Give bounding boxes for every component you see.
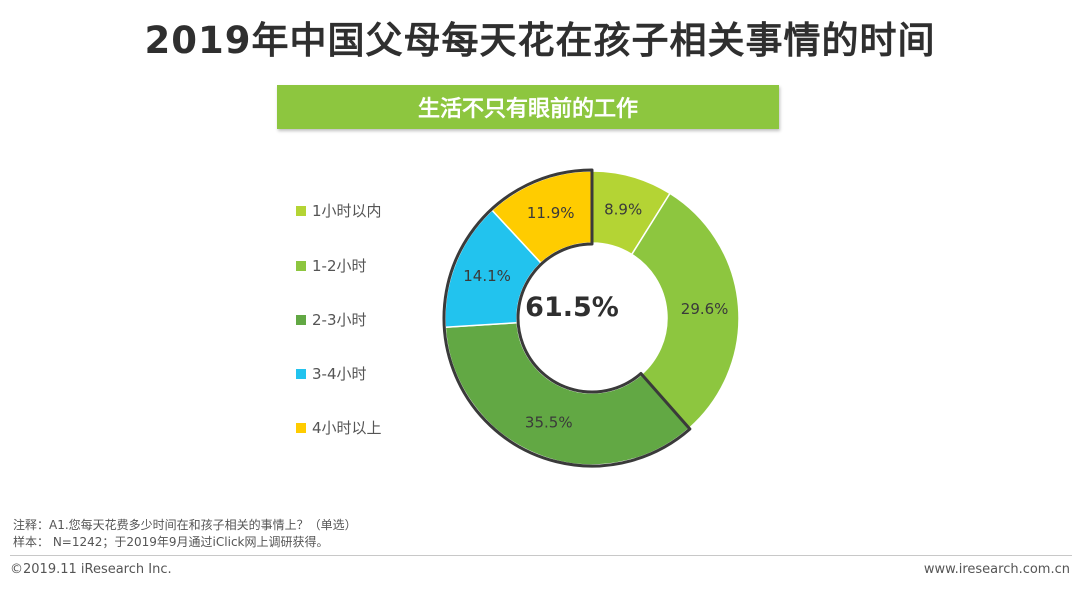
donut-slice	[444, 321, 691, 466]
legend-swatch	[296, 368, 306, 379]
footnote-sample: 样本： N=1242；于2019年9月通过iClick网上调研获得。	[13, 535, 329, 549]
data-label: 35.5%	[525, 413, 573, 431]
footnote-question: 注释：A1.您每天花费多少时间在和孩子相关的事情上？（单选）	[13, 518, 357, 532]
footer-website: www.iresearch.com.cn	[923, 562, 1070, 577]
center-label: 61.5%	[525, 292, 619, 323]
legend-swatch	[296, 314, 306, 325]
footer-divider	[10, 555, 1072, 556]
subtitle-text: 生活不只有眼前的工作	[417, 97, 638, 122]
legend-label: 2-3小时	[312, 311, 367, 329]
legend-swatch	[296, 422, 306, 433]
legend-label: 1小时以内	[312, 202, 382, 220]
legend-swatch	[296, 205, 306, 216]
data-label: 8.9%	[604, 200, 642, 218]
data-label: 11.9%	[527, 204, 575, 222]
donut-slice	[630, 192, 740, 430]
subtitle-banner: 生活不只有眼前的工作	[277, 85, 779, 129]
legend-item: 2-3小时	[296, 309, 367, 330]
legend-item: 1-2小时	[296, 255, 367, 276]
legend-item: 3-4小时	[296, 363, 367, 384]
data-label: 29.6%	[681, 300, 729, 318]
highlight-outline	[442, 168, 692, 468]
legend-label: 4小时以上	[312, 419, 382, 437]
page-title: 2019年中国父母每天花在孩子相关事情的时间	[144, 19, 936, 62]
legend-item: 1小时以内	[296, 200, 382, 221]
legend-label: 3-4小时	[312, 365, 367, 383]
legend-item: 4小时以上	[296, 417, 382, 438]
data-label: 14.1%	[463, 267, 511, 285]
legend-swatch	[296, 260, 306, 271]
footer-copyright: ©2019.11 iResearch Inc.	[10, 562, 172, 577]
legend-label: 1-2小时	[312, 257, 367, 275]
